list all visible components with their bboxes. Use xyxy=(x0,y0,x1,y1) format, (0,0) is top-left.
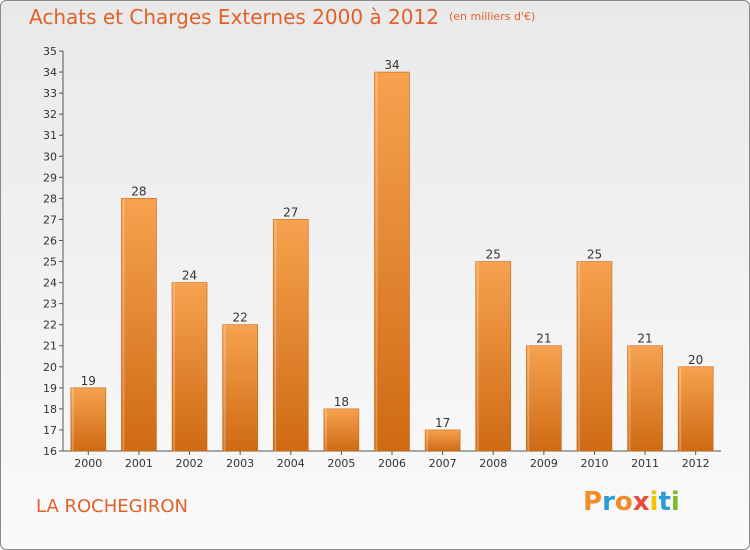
bar-highlight xyxy=(527,345,530,451)
logo-letter: P xyxy=(583,487,603,517)
bar xyxy=(222,324,258,452)
bar-highlight xyxy=(628,345,631,451)
bar-highlight xyxy=(173,282,176,451)
logo-letter: i xyxy=(670,487,680,517)
x-tick-label: 2002 xyxy=(176,457,204,470)
y-tick-label: 32 xyxy=(43,108,57,121)
x-tick-label: 2006 xyxy=(378,457,406,470)
town-name: LA ROCHEGIRON xyxy=(36,496,189,517)
y-tick-label: 22 xyxy=(43,319,57,332)
data-label: 20 xyxy=(688,353,703,367)
bar xyxy=(323,408,360,452)
logo-letter: o xyxy=(614,487,633,517)
y-tick-label: 35 xyxy=(43,45,57,58)
x-tick-label: 2003 xyxy=(226,457,254,470)
data-label: 19 xyxy=(81,374,96,388)
data-label: 25 xyxy=(587,248,602,262)
bar xyxy=(272,219,309,452)
x-tick-label: 2001 xyxy=(125,457,153,470)
data-label: 17 xyxy=(435,416,450,430)
data-label: 24 xyxy=(182,269,197,283)
chart-title-text: Achats et Charges Externes 2000 à 2012 xyxy=(29,5,439,29)
y-tick-label: 24 xyxy=(43,277,57,290)
y-tick-label: 26 xyxy=(43,234,57,247)
x-tick-label: 2010 xyxy=(580,457,608,470)
y-tick-label: 28 xyxy=(43,192,57,205)
logo-letter: r xyxy=(602,487,615,517)
bar-highlight xyxy=(274,219,277,451)
x-tick-label: 2007 xyxy=(429,457,457,470)
bar xyxy=(627,345,663,452)
bar-highlight xyxy=(577,261,580,451)
bars xyxy=(70,71,714,452)
y-tick-label: 25 xyxy=(43,256,57,269)
data-label: 27 xyxy=(283,205,298,219)
axes: 16 17 18 19 20 21 22 23 24 25 26 27 28 29 30 31 32 33 34 35… xyxy=(43,45,721,470)
y-tick-label: 31 xyxy=(43,129,57,142)
bar-highlight xyxy=(679,366,682,451)
bar xyxy=(576,261,613,452)
x-tick-label: 2005 xyxy=(327,457,355,470)
proxiti-logo: Proxiti xyxy=(583,487,680,517)
chart-title: Achats et Charges Externes 2000 à 2012 (e… xyxy=(29,5,535,29)
data-label: 18 xyxy=(334,395,349,409)
y-tick-label: 34 xyxy=(43,66,57,79)
y-tick-label: 27 xyxy=(43,213,57,226)
y-tick-label: 18 xyxy=(43,403,57,416)
y-tick-label: 33 xyxy=(43,87,57,100)
data-label: 21 xyxy=(536,332,551,346)
bar-highlight xyxy=(324,408,327,451)
bar xyxy=(171,282,208,452)
y-tick-label: 19 xyxy=(43,382,57,395)
value-labels: 19 28 24 22 27 18 34 17 25 21 25 21 20 xyxy=(81,58,704,430)
bar xyxy=(121,198,157,452)
y-tick-label: 16 xyxy=(43,445,57,458)
bar xyxy=(677,366,714,452)
bar-highlight xyxy=(375,72,378,451)
bar xyxy=(475,261,512,452)
bar xyxy=(526,345,562,452)
bar xyxy=(424,429,461,452)
y-tick-label: 29 xyxy=(43,171,57,184)
bar xyxy=(374,71,410,452)
x-tick-label: 2012 xyxy=(682,457,710,470)
x-tick-label: 2009 xyxy=(530,457,558,470)
bar-highlight xyxy=(426,429,429,451)
bar-highlight xyxy=(122,198,125,451)
logo-letter: x xyxy=(632,487,650,517)
x-tick-label: 2000 xyxy=(74,457,102,470)
x-tick-label: 2011 xyxy=(631,457,659,470)
data-label: 28 xyxy=(131,184,146,198)
data-label: 34 xyxy=(384,58,399,72)
x-tick-label: 2008 xyxy=(479,457,507,470)
y-tick-label: 20 xyxy=(43,361,57,374)
x-tick-label: 2004 xyxy=(277,457,305,470)
bar-highlight xyxy=(71,387,74,451)
chart-subtitle: (en milliers d'€) xyxy=(448,10,536,23)
bar xyxy=(70,387,107,452)
data-label: 22 xyxy=(233,311,248,325)
logo-letter: i xyxy=(649,487,659,517)
logo-letter: t xyxy=(658,487,671,517)
bar-highlight xyxy=(476,261,479,451)
data-label: 21 xyxy=(637,332,652,346)
data-label: 25 xyxy=(486,248,501,262)
bar-highlight xyxy=(223,324,226,451)
y-tick-label: 17 xyxy=(43,424,57,437)
y-tick-label: 21 xyxy=(43,340,57,353)
y-tick-label: 23 xyxy=(43,298,57,311)
y-tick-label: 30 xyxy=(43,150,57,163)
